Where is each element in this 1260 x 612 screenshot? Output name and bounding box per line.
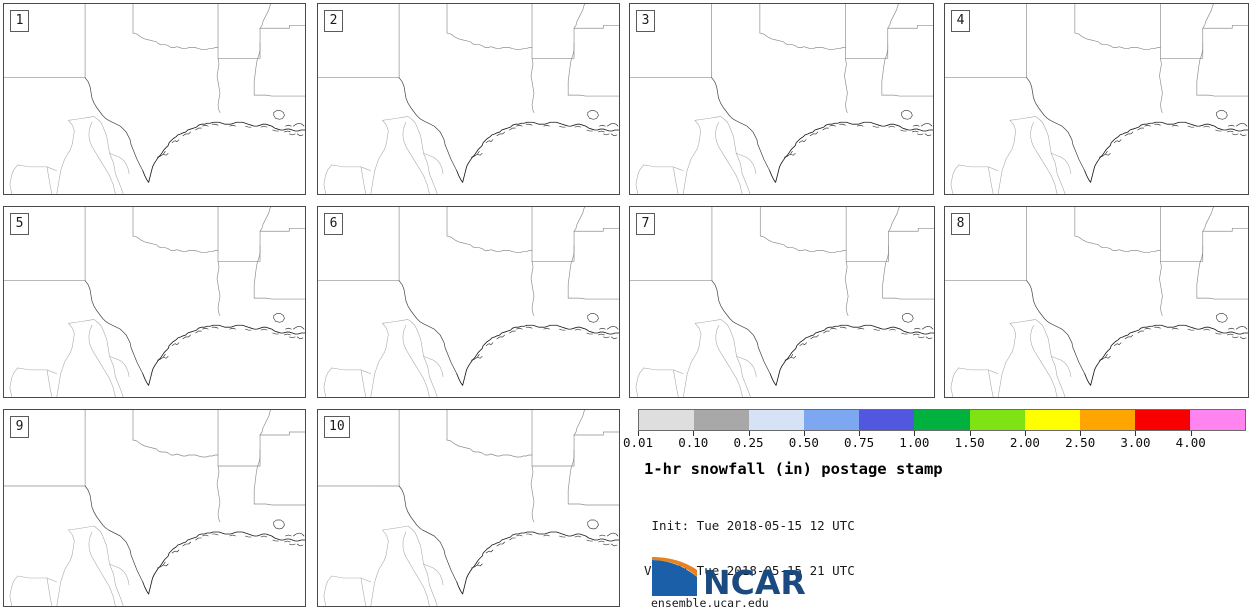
panel-number-badge: 9 (10, 416, 29, 438)
colorbar-tick-5 (914, 431, 916, 436)
colorbar-tick-9 (1135, 431, 1137, 436)
colorbar-band-1 (694, 410, 750, 430)
colorbar-tick-label-2: 0.25 (733, 435, 764, 450)
map-outline-svg (945, 4, 1248, 194)
ncar-logo-mark (652, 557, 697, 596)
colorbar-band-2 (749, 410, 805, 430)
map-panel-member-10[interactable]: 10 (317, 409, 620, 607)
panel-number-badge: 8 (951, 213, 970, 235)
map-panel-member-8[interactable]: 8 (944, 206, 1249, 398)
map-outline-svg (4, 410, 305, 606)
map-panel-member-3[interactable]: 3 (629, 3, 934, 195)
colorbar-band-7 (1024, 410, 1080, 430)
colorbar-tick-axis: 0.01 0.10 0.25 0.50 0.75 1.00 1.50 2.00 2.50 3.00… (623, 431, 1246, 450)
colorbar-tick-1 (693, 431, 695, 436)
panel-number-badge: 10 (324, 416, 350, 438)
panel-number-badge: 7 (636, 213, 655, 235)
map-outline-svg (4, 4, 305, 194)
colorbar-tick-label-9: 3.00 (1120, 435, 1151, 450)
panel-number-badge: 4 (951, 10, 970, 32)
colorbar-band-6 (969, 410, 1025, 430)
panel-number-badge: 6 (324, 213, 343, 235)
figure-time-metadata: Init: Tue 2018-05-15 12 UTC Valid: Tue 2… (644, 488, 855, 593)
map-panel-member-2[interactable]: 2 (317, 3, 620, 195)
ncar-logo-wordmark: NCAR (703, 563, 806, 602)
ncar-logo-svg: NCAR (652, 557, 806, 602)
map-panel-member-1[interactable]: 1 (3, 3, 306, 195)
map-panel-member-7[interactable]: 7 (629, 206, 935, 398)
map-panel-member-5[interactable]: 5 (3, 206, 306, 398)
map-outline-svg (630, 4, 933, 194)
colorbar-tick-4 (859, 431, 861, 436)
colorbar-tick-10 (1190, 431, 1192, 436)
panel-number-badge: 5 (10, 213, 29, 235)
init-time-line: Init: Tue 2018-05-15 12 UTC (644, 518, 855, 533)
colorbar-tick-label-5: 1.00 (899, 435, 930, 450)
colorbar-tick-2 (748, 431, 750, 436)
colorbar-tick-label-6: 1.50 (954, 435, 985, 450)
colorbar-band-3 (804, 410, 860, 430)
colorbar-band-5 (914, 410, 970, 430)
figure-title: 1-hr snowfall (in) postage stamp (644, 460, 943, 478)
ncar-logo: NCAR (650, 550, 850, 608)
colorbar-tick-label-4: 0.75 (844, 435, 875, 450)
panel-number-badge: 2 (324, 10, 343, 32)
map-panel-member-4[interactable]: 4 (944, 3, 1249, 195)
colorbar-tick-label-7: 2.00 (1009, 435, 1040, 450)
panel-number-badge: 3 (636, 10, 655, 32)
colorbar-tick-0 (638, 431, 639, 436)
colorbar-band-9 (1134, 410, 1190, 430)
colorbar-tick-8 (1080, 431, 1082, 436)
map-panel-member-9[interactable]: 9 (3, 409, 306, 607)
colorbar-tick-label-0: 0.01 (622, 435, 654, 450)
colorbar (638, 409, 1246, 431)
colorbar-tick-label-8: 2.50 (1065, 435, 1096, 450)
logo-url-text: ensemble.ucar.edu (651, 596, 769, 610)
map-outline-svg (4, 207, 305, 397)
colorbar-tick-label-1: 0.10 (678, 435, 709, 450)
colorbar-band-4 (859, 410, 915, 430)
colorbar-tick-label-3: 0.50 (788, 435, 819, 450)
map-outline-svg (318, 207, 619, 397)
map-outline-svg (318, 4, 619, 194)
colorbar-tick-3 (803, 431, 805, 436)
map-panel-member-6[interactable]: 6 (317, 206, 620, 398)
colorbar-band-0 (639, 410, 695, 430)
map-outline-svg (630, 207, 934, 397)
colorbar-tick-6 (969, 431, 971, 436)
colorbar-band-10 (1189, 410, 1246, 430)
colorbar-tick-label-10: 4.00 (1175, 435, 1206, 450)
colorbar-tick-7 (1024, 431, 1026, 436)
map-outline-svg (945, 207, 1248, 397)
colorbar-bands (638, 409, 1246, 431)
panel-number-badge: 1 (10, 10, 29, 32)
map-outline-svg (318, 410, 619, 606)
colorbar-band-8 (1079, 410, 1135, 430)
